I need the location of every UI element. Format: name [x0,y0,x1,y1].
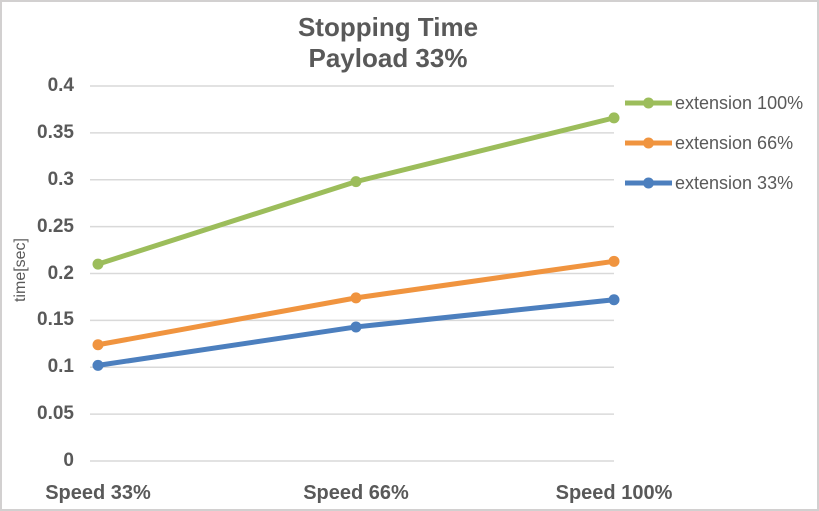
y-tick-label: 0.2 [47,262,74,284]
data-point-marker [92,339,104,351]
y-tick-label: 0.3 [47,168,74,190]
legend-label: extension 33% [675,172,794,193]
data-point-marker [608,255,620,267]
data-point-marker [350,321,362,333]
plot-area [90,85,620,462]
legend-item: extension 33% [625,172,803,194]
data-point-marker [350,176,362,188]
x-tick-label: Speed 100% [555,482,673,504]
legend-marker-icon [625,137,672,149]
data-point-marker [92,258,104,270]
y-tick-label: 0.4 [47,75,74,96]
y-tick-label: 0.15 [37,309,74,331]
y-tick-label: 0.25 [37,215,74,237]
y-tick-label: 0.35 [37,121,74,143]
data-point-marker [92,359,104,371]
legend-marker-icon [625,177,672,189]
data-point-marker [608,112,620,124]
chart-title: Stopping Time Payload 33% [62,12,714,74]
x-tick-label: Speed 66% [303,482,409,504]
data-point-marker [350,292,362,304]
legend-item: extension 100% [625,92,803,114]
chart-title-line1: Stopping Time [297,12,479,42]
x-tick-label: Speed 33% [45,482,151,504]
legend: extension 100% extension 66% extension 33% [625,92,803,194]
data-point-marker [608,294,620,306]
y-tick-label: 0 [63,450,74,471]
series-line [95,115,617,267]
legend-marker-icon [625,97,672,109]
chart-title-line2: Payload 33% [308,43,468,73]
legend-label: extension 100% [675,92,804,113]
y-tick-label: 0.05 [37,403,74,425]
legend-item: extension 66% [625,132,803,154]
y-tick-label: 0.1 [47,356,74,378]
legend-label: extension 66% [675,132,794,153]
